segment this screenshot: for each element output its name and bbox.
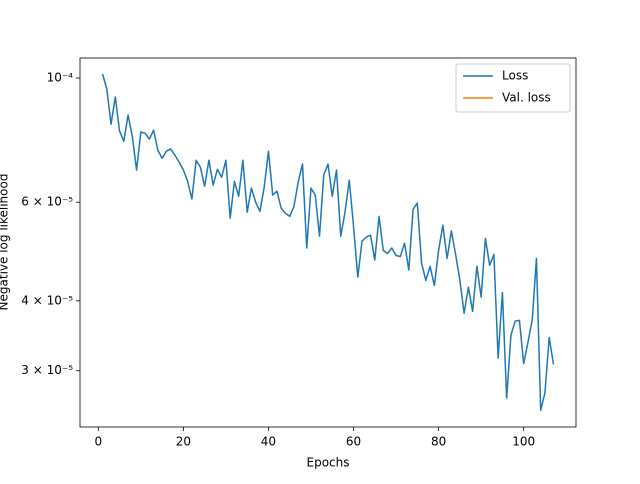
y-tick-label: 4 × 10⁻⁵ — [21, 293, 73, 307]
x-tick-label: 20 — [176, 435, 191, 449]
x-tick-label: 60 — [346, 435, 361, 449]
x-tick-label: 100 — [512, 435, 535, 449]
y-tick-label: 10⁻⁴ — [47, 71, 74, 85]
y-tick-label: 6 × 10⁻⁵ — [21, 195, 73, 209]
y-axis-label: Negative log likelihood — [0, 174, 11, 311]
y-tick-label: 3 × 10⁻⁵ — [21, 363, 73, 377]
x-tick-label: 40 — [261, 435, 276, 449]
series-line — [101, 73, 555, 411]
x-tick-label: 80 — [431, 435, 446, 449]
legend-label: Val. loss — [502, 91, 551, 105]
x-tick-label: 0 — [94, 435, 102, 449]
x-axis-label: Epochs — [307, 456, 350, 470]
legend-label: Loss — [502, 69, 528, 83]
axes-frame — [79, 57, 577, 428]
